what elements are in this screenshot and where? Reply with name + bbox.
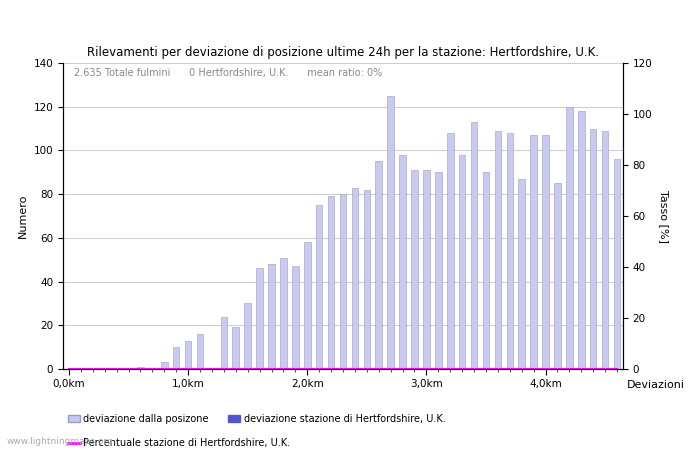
Bar <box>483 172 489 369</box>
Bar <box>292 266 299 369</box>
Bar <box>328 196 335 369</box>
Bar <box>554 183 561 369</box>
Bar <box>602 131 608 369</box>
Bar <box>578 111 584 369</box>
Bar <box>411 170 418 369</box>
Bar <box>459 155 466 369</box>
Bar <box>447 133 454 369</box>
Bar <box>519 179 525 369</box>
Bar <box>232 328 239 369</box>
Bar <box>566 107 573 369</box>
Text: 2.635 Totale fulmini      0 Hertfordshire, U.K.      mean ratio: 0%: 2.635 Totale fulmini 0 Hertfordshire, U.… <box>74 68 382 77</box>
Bar <box>399 155 406 369</box>
Bar <box>590 129 596 369</box>
Bar <box>387 96 394 369</box>
Text: Deviazioni: Deviazioni <box>626 380 685 390</box>
Bar <box>340 194 346 369</box>
Bar <box>280 257 287 369</box>
Bar <box>173 347 179 369</box>
Bar <box>244 303 251 369</box>
Y-axis label: Numero: Numero <box>18 194 28 238</box>
Bar <box>423 170 430 369</box>
Bar <box>185 341 191 369</box>
Bar <box>316 205 323 369</box>
Bar <box>471 122 477 369</box>
Legend: Percentuale stazione di Hertfordshire, U.K.: Percentuale stazione di Hertfordshire, U… <box>68 438 290 448</box>
Bar <box>542 135 549 369</box>
Bar <box>268 264 275 369</box>
Bar <box>197 334 203 369</box>
Bar <box>507 133 513 369</box>
Bar <box>351 188 358 369</box>
Bar <box>220 316 227 369</box>
Bar <box>363 190 370 369</box>
Bar <box>495 131 501 369</box>
Bar <box>435 172 442 369</box>
Bar <box>137 367 144 369</box>
Bar <box>256 269 263 369</box>
Title: Rilevamenti per deviazione di posizione ultime 24h per la stazione: Hertfordshir: Rilevamenti per deviazione di posizione … <box>87 46 599 59</box>
Bar <box>614 159 620 369</box>
Bar <box>531 135 537 369</box>
Text: www.lightningmaps.org: www.lightningmaps.org <box>7 436 113 446</box>
Y-axis label: Tasso [%]: Tasso [%] <box>659 189 669 243</box>
Bar <box>375 162 382 369</box>
Bar <box>304 242 311 369</box>
Bar <box>161 362 167 369</box>
